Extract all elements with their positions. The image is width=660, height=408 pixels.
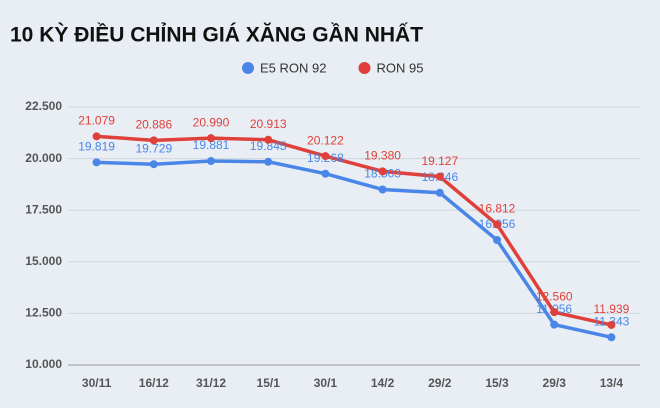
- data-point: [550, 320, 559, 329]
- data-point: [321, 152, 330, 161]
- data-label: 11.939: [593, 302, 629, 316]
- x-tick-label: 29/3: [543, 376, 567, 390]
- data-label: 20.913: [250, 117, 287, 131]
- chart-title: 10 KỲ ĐIỀU CHỈNH GIÁ XĂNG GẦN NHẤT: [10, 23, 423, 47]
- data-point: [550, 308, 559, 317]
- x-tick-label: 30/1: [314, 376, 338, 390]
- data-point: [149, 160, 158, 169]
- data-point: [435, 172, 444, 181]
- data-point: [607, 320, 616, 329]
- x-tick-label: 29/2: [428, 376, 452, 390]
- data-label: 19.881: [193, 138, 230, 152]
- y-tick-label: 12.500: [25, 306, 62, 320]
- y-tick-label: 17.500: [25, 202, 62, 216]
- data-point: [321, 169, 330, 178]
- x-tick-label: 16/12: [139, 376, 169, 390]
- data-label: 19.729: [135, 141, 172, 155]
- y-tick-label: 15.000: [25, 254, 62, 268]
- data-label: 20.122: [307, 133, 344, 147]
- series-line: [96, 134, 612, 327]
- data-point: [264, 135, 273, 144]
- data-label: 16.812: [479, 202, 516, 216]
- data-point: [378, 167, 387, 176]
- data-label: 20.990: [193, 115, 230, 129]
- legend-marker: [242, 62, 254, 74]
- y-tick-label: 10.000: [25, 357, 62, 371]
- data-label: 21.079: [78, 114, 115, 128]
- data-point: [92, 158, 101, 167]
- data-point: [207, 157, 215, 166]
- data-label: 20.886: [135, 117, 172, 131]
- x-tick-label: 15/3: [485, 376, 509, 390]
- legend-label: E5 RON 92: [260, 60, 326, 75]
- data-label: 19.819: [78, 140, 115, 154]
- y-tick-label: 22.500: [25, 99, 62, 113]
- legend-marker: [358, 62, 371, 74]
- data-point: [607, 333, 616, 342]
- data-label: 19.380: [364, 149, 401, 163]
- data-point: [493, 220, 501, 229]
- x-tick-label: 15/1: [257, 376, 281, 390]
- series-line: [96, 159, 612, 339]
- data-point: [207, 134, 215, 143]
- y-tick-label: 20.000: [25, 151, 62, 165]
- x-tick-label: 31/12: [196, 376, 226, 390]
- x-tick-label: 13/4: [600, 376, 624, 390]
- legend-label: RON 95: [376, 60, 423, 75]
- x-tick-label: 14/2: [371, 376, 395, 390]
- data-point: [435, 188, 444, 197]
- x-tick-label: 30/11: [82, 376, 112, 390]
- data-point: [493, 236, 501, 245]
- data-point: [92, 132, 101, 141]
- data-point: [378, 185, 387, 194]
- data-point: [149, 136, 158, 145]
- data-label: 19.845: [250, 139, 287, 153]
- data-label: 19.127: [421, 154, 458, 168]
- data-label: 12.560: [536, 289, 573, 303]
- data-point: [264, 157, 273, 166]
